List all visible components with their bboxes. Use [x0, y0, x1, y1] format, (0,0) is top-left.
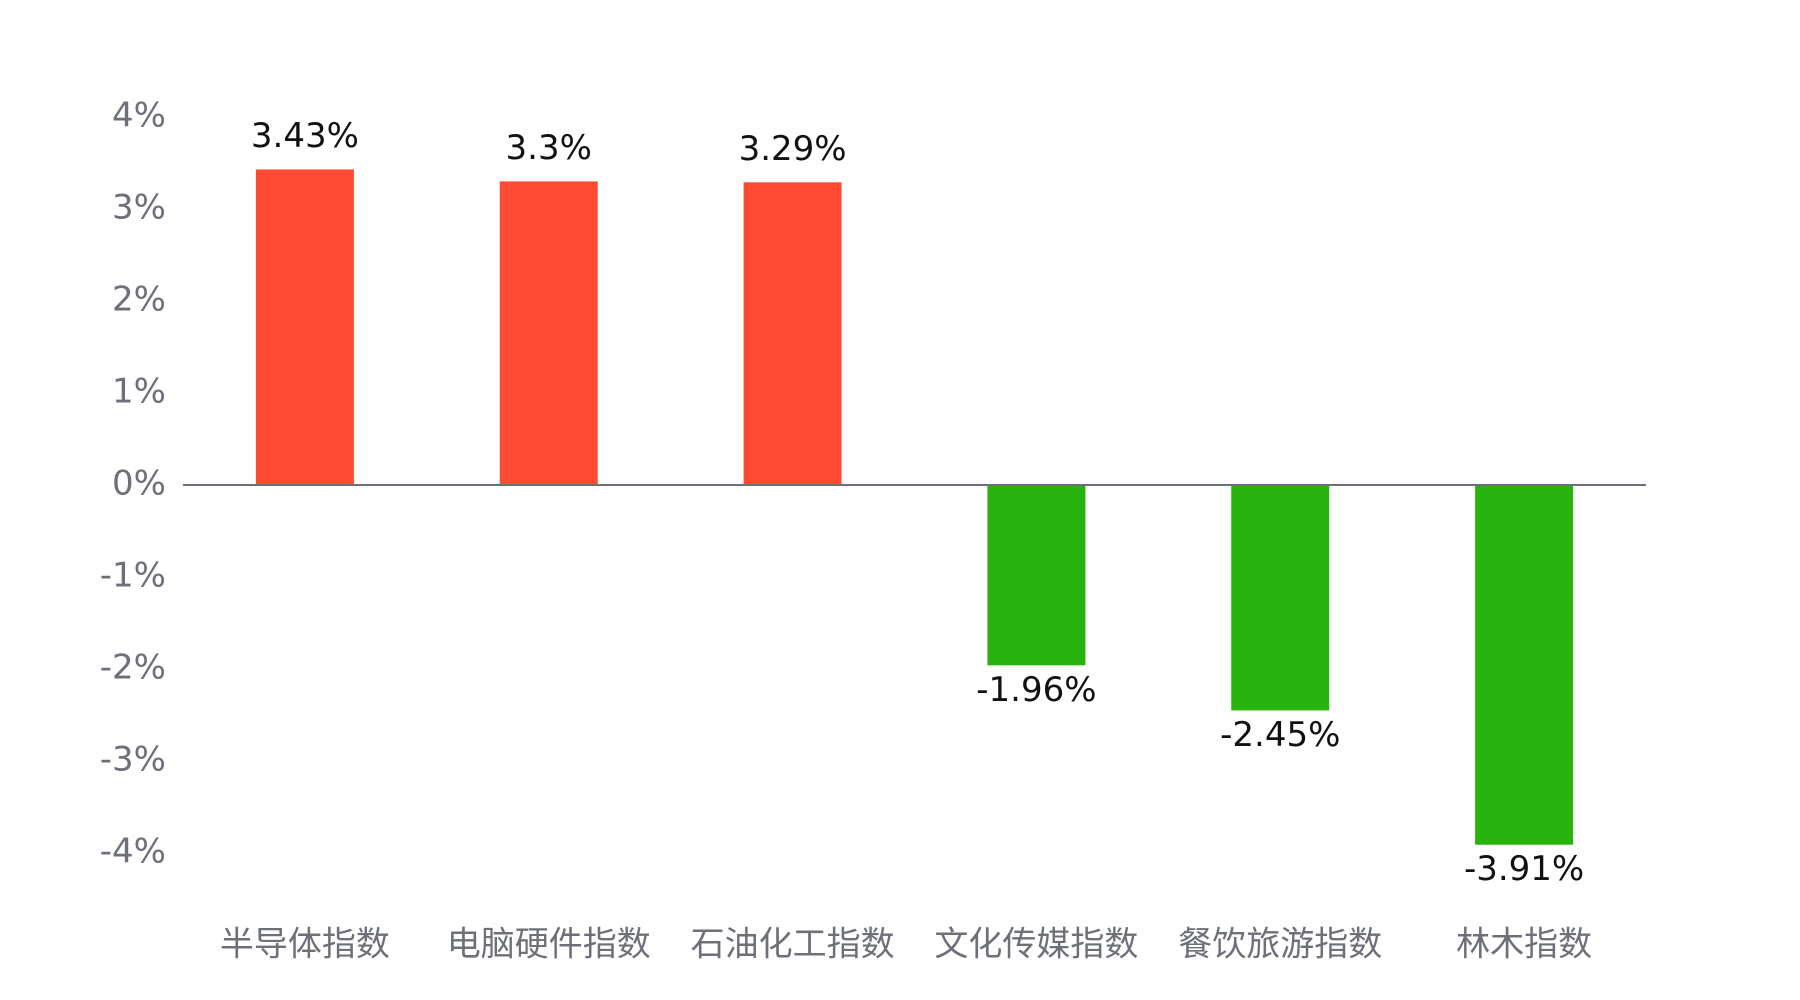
x-tick-label: 林木指数	[1456, 925, 1592, 965]
bar	[1231, 485, 1330, 711]
value-label: -3.91%	[1464, 849, 1584, 889]
y-tick-label: 1%	[112, 372, 166, 412]
x-tick-label: 文化传媒指数	[934, 925, 1138, 965]
y-tick-label: -2%	[100, 648, 166, 688]
y-tick-label: -1%	[100, 556, 166, 596]
x-tick-label: 石油化工指数	[691, 925, 895, 965]
bar	[743, 182, 842, 485]
y-tick-label: 4%	[112, 96, 166, 136]
value-label: 3.3%	[506, 128, 592, 168]
y-tick-label: 2%	[112, 280, 166, 320]
y-tick-label: -4%	[100, 832, 166, 872]
value-label: -1.96%	[976, 670, 1096, 710]
y-tick-label: -3%	[100, 740, 166, 780]
x-tick-label: 餐饮旅游指数	[1178, 925, 1382, 965]
value-label: -2.45%	[1220, 715, 1340, 755]
y-tick-label: 0%	[112, 464, 166, 504]
x-tick-label: 半导体指数	[220, 925, 390, 965]
value-label: 3.43%	[251, 116, 359, 156]
x-tick-label: 电脑硬件指数	[447, 925, 651, 965]
bar	[255, 169, 354, 485]
bar	[499, 181, 598, 485]
bar	[1475, 485, 1574, 845]
value-label: 3.29%	[739, 129, 847, 169]
bar	[987, 485, 1086, 666]
y-tick-label: 3%	[112, 188, 166, 228]
